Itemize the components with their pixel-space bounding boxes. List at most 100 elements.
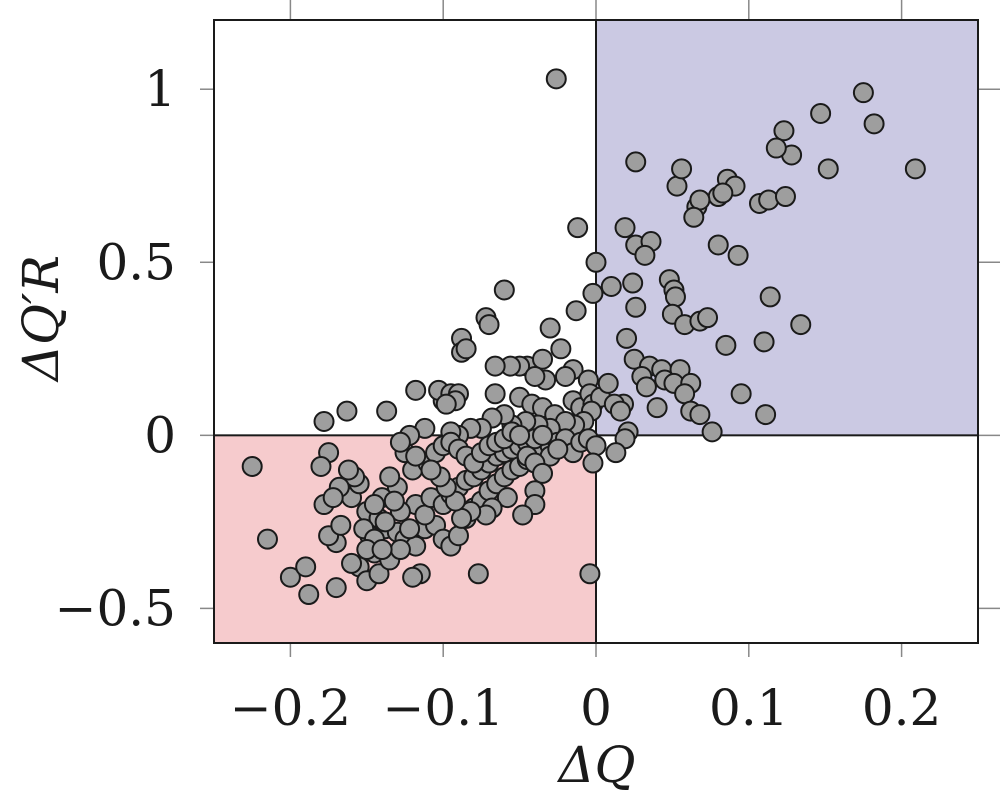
data-point (532, 462, 554, 484)
data-point (790, 314, 812, 336)
data-point (545, 68, 567, 90)
data-point (241, 455, 263, 477)
x-tick-label: 0.2 (862, 679, 942, 737)
data-point (435, 393, 457, 415)
data-point (817, 158, 839, 180)
data-point (585, 251, 607, 273)
data-point (715, 334, 737, 356)
x-axis-label: ΔQ (556, 736, 635, 794)
data-point (554, 365, 576, 387)
data-point (313, 410, 335, 432)
x-tick-label: 0.1 (709, 679, 789, 737)
data-point (625, 296, 647, 318)
data-point (600, 276, 622, 298)
data-point (753, 331, 775, 353)
data-point (399, 518, 421, 540)
data-point (532, 424, 554, 446)
data-point (451, 507, 473, 529)
data-point (374, 511, 396, 533)
data-point (539, 317, 561, 339)
data-point (405, 445, 427, 467)
data-point (402, 566, 424, 588)
data-point (295, 556, 317, 578)
data-point (493, 279, 515, 301)
data-point (609, 400, 631, 422)
data-point (337, 459, 359, 481)
data-point (383, 490, 405, 512)
data-point (368, 563, 390, 585)
data-point (759, 286, 781, 308)
data-point (341, 552, 363, 574)
data-point (484, 383, 506, 405)
data-point (484, 355, 506, 377)
data-point (363, 494, 385, 516)
data-point (325, 577, 347, 599)
data-point (298, 584, 320, 606)
data-point (579, 563, 601, 585)
data-point (904, 158, 926, 180)
data-point (310, 455, 332, 477)
data-point (707, 234, 729, 256)
data-point (730, 383, 752, 405)
y-axis-label: ΔQ′R (12, 255, 70, 383)
data-point (455, 338, 477, 360)
x-tick-label: −0.2 (230, 679, 351, 737)
data-point (336, 400, 358, 422)
data-point (389, 431, 411, 453)
data-point (625, 151, 647, 173)
data-point (414, 504, 436, 526)
data-point (597, 372, 619, 394)
data-point (755, 404, 777, 426)
data-point (622, 272, 644, 294)
data-point (496, 487, 518, 509)
data-point (810, 102, 832, 124)
data-point (256, 528, 278, 550)
data-point (379, 466, 401, 488)
data-point (773, 120, 795, 142)
data-point (774, 186, 796, 208)
data-point (371, 539, 393, 561)
data-point (532, 348, 554, 370)
data-point (420, 459, 442, 481)
data-point (758, 189, 780, 211)
data-point (683, 206, 705, 228)
data-points (241, 68, 926, 606)
y-tick-label: −0.5 (55, 579, 176, 637)
data-point (478, 314, 500, 336)
data-point (405, 379, 427, 401)
data-point (727, 244, 749, 266)
data-point (614, 217, 636, 239)
x-tick-label: −0.1 (382, 679, 503, 737)
data-point (524, 365, 546, 387)
data-point (664, 286, 686, 308)
data-point (697, 307, 719, 329)
data-point (565, 300, 587, 322)
data-point (689, 404, 711, 426)
data-point (330, 514, 352, 536)
data-point (765, 137, 787, 159)
data-point (567, 217, 589, 239)
x-tick-label: 0 (580, 679, 612, 737)
data-point (389, 539, 411, 561)
data-point (322, 487, 344, 509)
data-point (467, 563, 489, 585)
data-point (582, 452, 604, 474)
data-point (701, 421, 723, 443)
data-point (689, 189, 711, 211)
y-tick-label: 1 (144, 60, 176, 118)
data-point (547, 438, 569, 460)
data-point (605, 442, 627, 464)
data-point (634, 244, 656, 266)
data-point (712, 182, 734, 204)
data-point (512, 504, 534, 526)
data-point (582, 282, 604, 304)
data-point (646, 397, 668, 419)
data-point (671, 158, 693, 180)
data-point (635, 376, 657, 398)
plot-frame (213, 19, 979, 644)
data-point (666, 175, 688, 197)
data-point (585, 435, 607, 457)
data-point (852, 82, 874, 104)
data-point (279, 566, 301, 588)
